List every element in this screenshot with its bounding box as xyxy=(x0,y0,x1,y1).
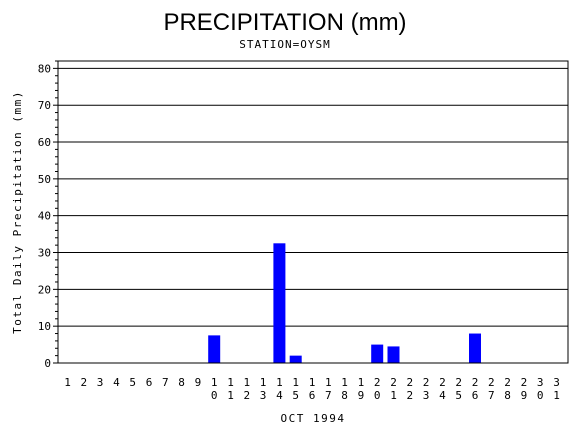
x-tick-label: 8 xyxy=(178,376,185,389)
bars xyxy=(208,243,481,363)
x-tick-label: 1 xyxy=(260,376,267,389)
x-tick-label: 0 xyxy=(211,389,218,402)
x-tick-label: 0 xyxy=(537,389,544,402)
x-tick-label: 2 xyxy=(406,376,413,389)
bar xyxy=(273,243,286,363)
x-tick-label: 2 xyxy=(439,376,446,389)
y-tick-label: 20 xyxy=(38,283,51,296)
y-axis-label: Total Daily Precipitation (mm) xyxy=(11,90,24,334)
x-tick-label: 5 xyxy=(292,389,299,402)
x-tick-label: 2 xyxy=(406,389,413,402)
x-tick-label: 9 xyxy=(195,376,202,389)
x-tick-label: 2 xyxy=(521,376,528,389)
x-tick-label: 4 xyxy=(113,376,120,389)
x-tick-label: 7 xyxy=(488,389,495,402)
x-tick-label: 3 xyxy=(553,376,560,389)
y-tick-label: 40 xyxy=(38,210,51,223)
plot-frame xyxy=(57,60,569,364)
x-tick-label: 3 xyxy=(260,389,267,402)
x-tick-label: 1 xyxy=(292,376,299,389)
y-tick-label: 70 xyxy=(38,99,51,112)
gridlines xyxy=(58,67,568,327)
x-axis: 1 2 3 4 5 6 7 8 9 1011121314151617181920212223242… xyxy=(64,376,560,402)
x-tick-label: 2 xyxy=(455,376,462,389)
bar xyxy=(371,344,384,363)
chart-title: PRECIPITATION (mm) xyxy=(163,9,406,36)
y-tick-label: 60 xyxy=(38,136,51,149)
x-tick-label: 2 xyxy=(504,376,511,389)
y-tick-label: 0 xyxy=(44,357,51,370)
x-tick-label: 9 xyxy=(358,389,365,402)
x-tick-label: 1 xyxy=(390,389,397,402)
x-tick-label: 1 xyxy=(227,389,234,402)
x-tick-label: 7 xyxy=(162,376,169,389)
bar xyxy=(387,346,400,363)
x-tick-label: 6 xyxy=(309,389,316,402)
x-tick-label: 1 xyxy=(211,376,218,389)
x-tick-label: 1 xyxy=(325,376,332,389)
x-tick-label: 4 xyxy=(276,389,283,402)
y-tick-label: 80 xyxy=(38,62,51,75)
x-tick-label: 2 xyxy=(423,376,430,389)
bar xyxy=(289,355,302,363)
x-tick-label: 1 xyxy=(227,376,234,389)
bar xyxy=(208,335,221,363)
x-axis-label: OCT 1994 xyxy=(281,412,346,425)
x-tick-label: 9 xyxy=(521,389,528,402)
x-tick-label: 1 xyxy=(276,376,283,389)
x-tick-label: 0 xyxy=(374,389,381,402)
x-tick-label: 3 xyxy=(97,376,104,389)
x-tick-label: 5 xyxy=(455,389,462,402)
x-tick-label: 8 xyxy=(341,389,348,402)
y-tick-label: 50 xyxy=(38,173,51,186)
x-tick-label: 6 xyxy=(472,389,479,402)
x-tick-label: 7 xyxy=(325,389,332,402)
x-tick-label: 4 xyxy=(439,389,446,402)
x-tick-label: 1 xyxy=(309,376,316,389)
x-tick-label: 1 xyxy=(341,376,348,389)
x-tick-label: 2 xyxy=(374,376,381,389)
x-tick-label: 2 xyxy=(243,389,250,402)
x-tick-label: 3 xyxy=(423,389,430,402)
x-tick-label: 5 xyxy=(129,376,136,389)
x-tick-label: 1 xyxy=(553,389,560,402)
x-tick-label: 2 xyxy=(472,376,479,389)
x-tick-label: 3 xyxy=(537,376,544,389)
x-tick-label: 8 xyxy=(504,389,511,402)
bar xyxy=(469,333,481,363)
y-axis: 0 10 20 30 40 50 60 70 80 xyxy=(38,60,58,370)
x-tick-label: 2 xyxy=(488,376,495,389)
x-tick-label: 2 xyxy=(390,376,397,389)
x-tick-label: 2 xyxy=(80,376,87,389)
x-tick-label: 1 xyxy=(358,376,365,389)
y-tick-label: 10 xyxy=(38,320,51,333)
y-tick-label: 30 xyxy=(38,247,51,260)
x-tick-label: 6 xyxy=(146,376,153,389)
chart-subtitle: STATION=OYSM xyxy=(239,38,330,51)
x-tick-label: 1 xyxy=(243,376,250,389)
x-tick-label: 1 xyxy=(64,376,71,389)
